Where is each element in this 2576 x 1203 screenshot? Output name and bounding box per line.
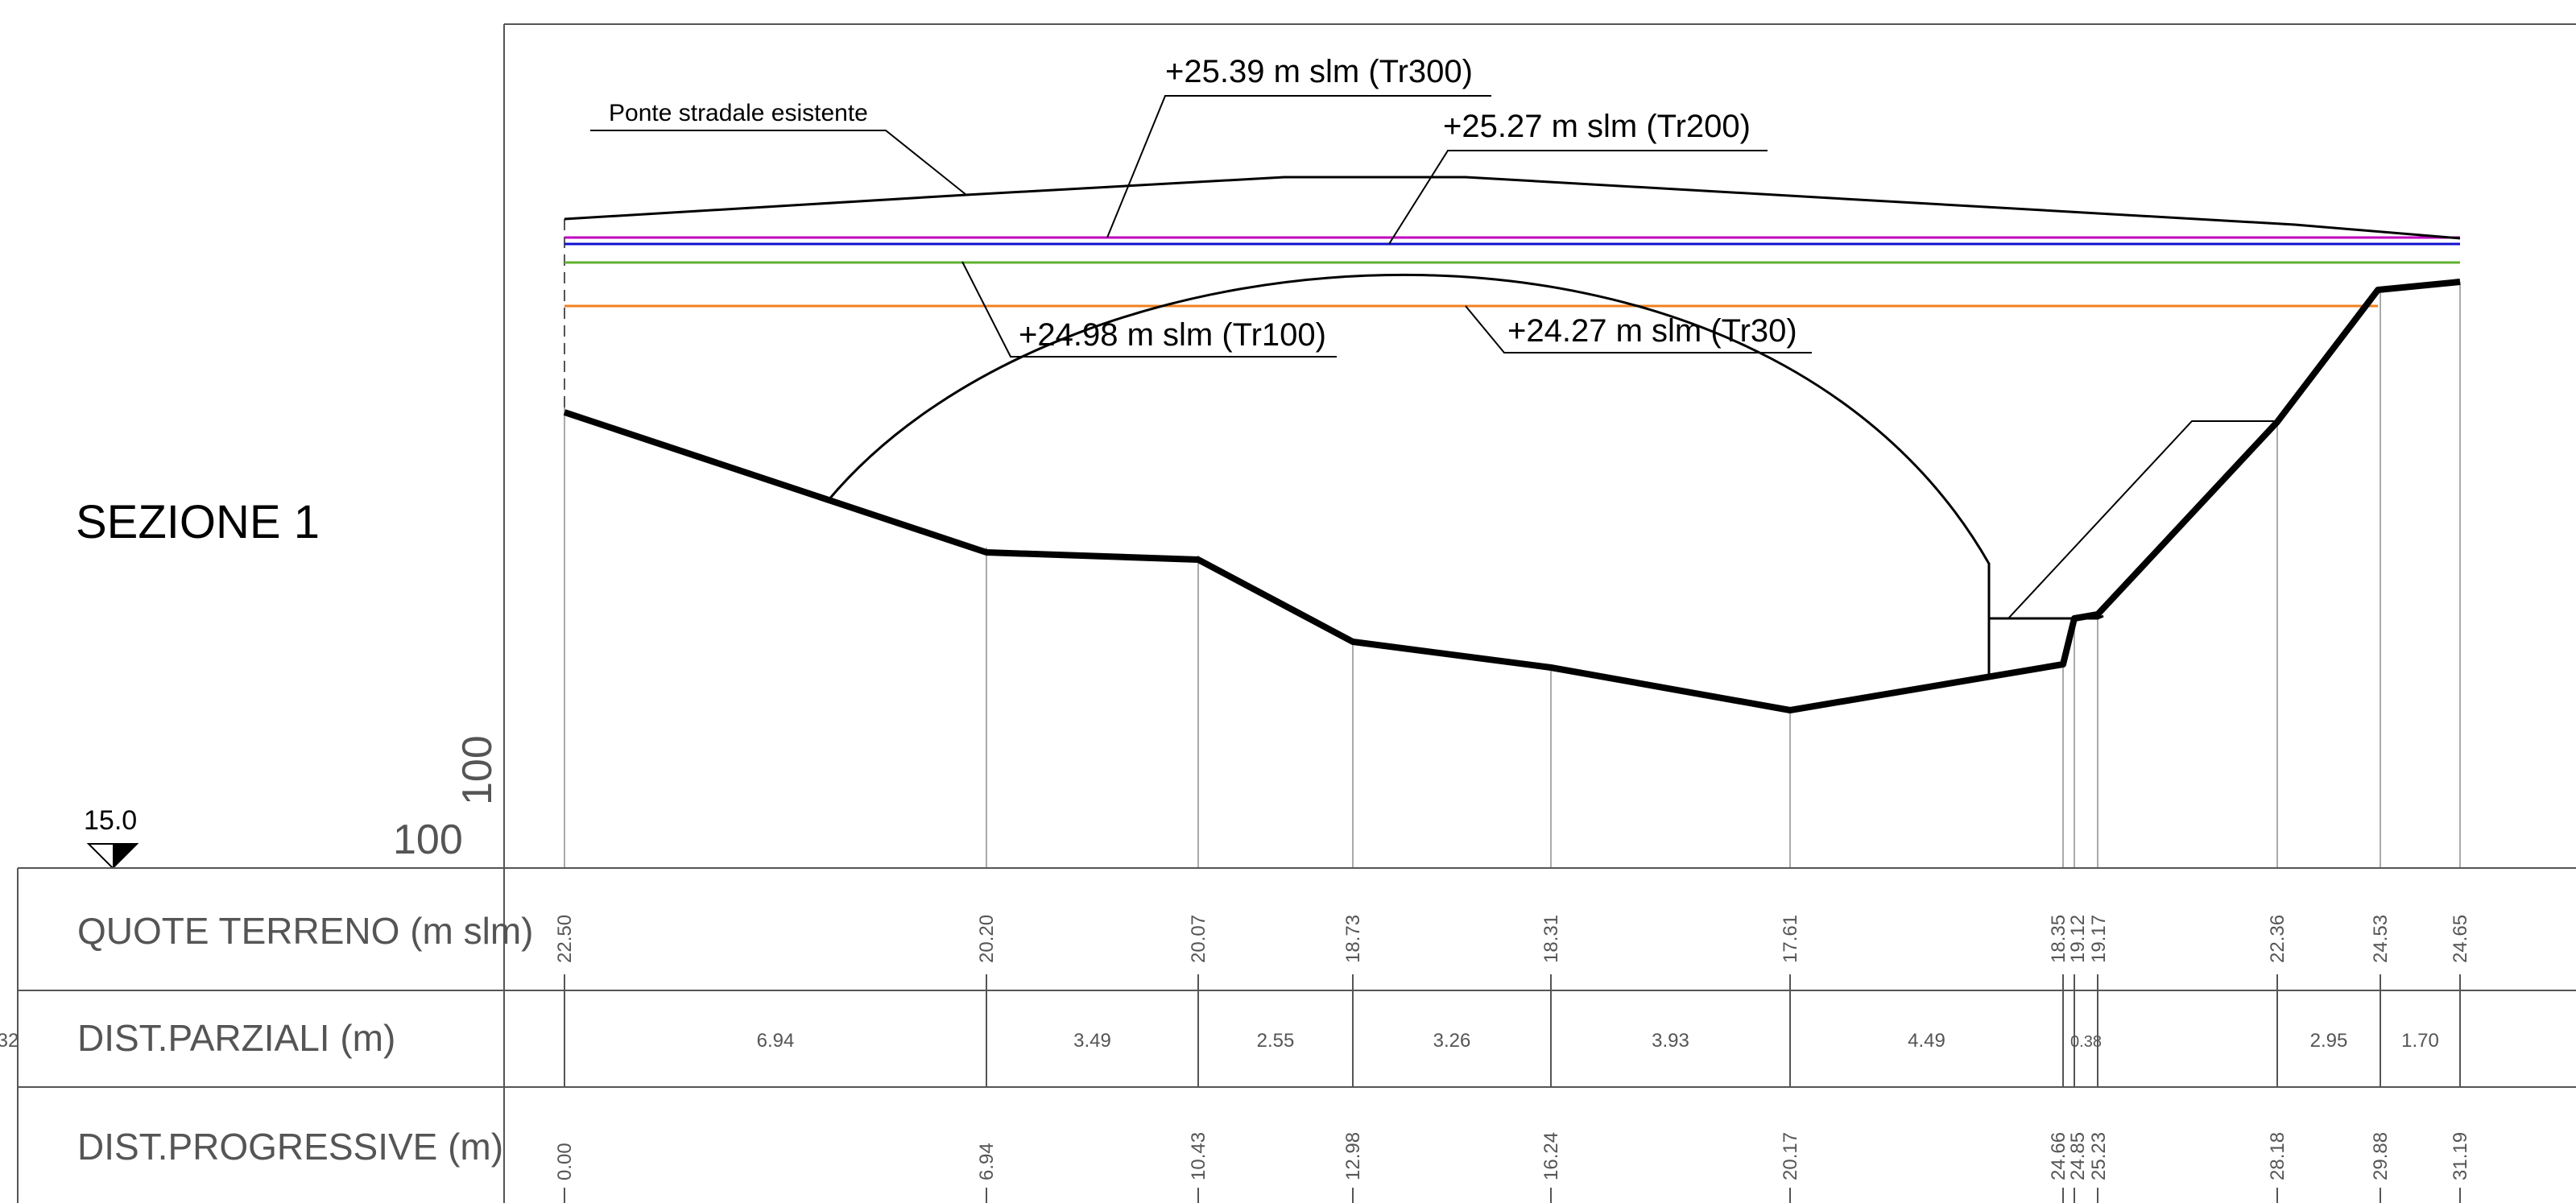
abutment-wing xyxy=(2007,420,2277,619)
terrain-profile xyxy=(563,279,2461,713)
row-label-quote: QUOTE TERRENO (m slm) xyxy=(77,910,533,952)
water-level-tr30-label: +24.27 m slm (Tr30) xyxy=(1507,313,1797,349)
datum-triangle-fill-icon xyxy=(113,844,137,868)
dist-progressive-value: 28.18 xyxy=(2267,1132,2289,1180)
quote-terreno-value: 17.61 xyxy=(1780,915,1801,963)
tr300-leader xyxy=(1106,95,1491,238)
dist-progressive-value: 0.00 xyxy=(554,1143,576,1180)
dist-progressive-value: 29.88 xyxy=(2370,1132,2392,1180)
tr200-leader xyxy=(1388,150,1768,245)
quote-terreno-value: 19.17 xyxy=(2088,915,2110,963)
dist-parziali-value: 6.94 xyxy=(757,1030,795,1052)
dist-progressive-value: 10.43 xyxy=(1188,1132,1209,1180)
quote-terreno-value: 24.65 xyxy=(2450,915,2471,963)
quote-terreno-value: 24.53 xyxy=(2370,915,2392,963)
dist-parziali-value: 1.32 xyxy=(0,1030,19,1052)
tr100-leader xyxy=(961,261,1337,358)
water-level-tr200-label: +25.27 m slm (Tr200) xyxy=(1443,109,1751,144)
vertical-scale-label: 100 xyxy=(454,735,501,805)
water-level-lines xyxy=(564,236,2460,308)
row-label-parziali: DIST.PARZIALI (m) xyxy=(77,1017,395,1059)
data-table: QUOTE TERRENO (m slm) DIST.PARZIALI (m) … xyxy=(0,867,2576,1203)
dist-progressive-value: 24.85 xyxy=(2067,1132,2089,1180)
tr30-leader xyxy=(1465,305,1812,353)
bridge-label-leader xyxy=(590,130,967,196)
quote-terreno-value: 20.20 xyxy=(976,915,998,963)
quote-terreno-value: 19.12 xyxy=(2067,915,2089,963)
dist-progressive-value: 16.24 xyxy=(1540,1132,1562,1180)
table-values: 22.50 20.20 20.07 18.73 18.31 17.61 18.3519.12… xyxy=(0,915,2471,1180)
quote-terreno-value: 18.73 xyxy=(1342,915,1364,963)
horizontal-scale-label: 100 xyxy=(393,816,463,863)
dist-parziali-value: 0.38 xyxy=(2070,1033,2102,1051)
datum-marker: 15.0 xyxy=(84,805,139,870)
table-ticks xyxy=(564,974,2461,1203)
station-lines xyxy=(564,282,2461,868)
dist-parziali-value: 3.26 xyxy=(1433,1030,1471,1052)
quote-terreno-value: 22.50 xyxy=(554,915,576,963)
dist-progressive-value: 20.17 xyxy=(1780,1132,1801,1180)
bridge-label: Ponte stradale esistente xyxy=(609,100,868,126)
quote-terreno-value: 18.35 xyxy=(2048,915,2069,963)
section-title: SEZIONE 1 xyxy=(76,496,320,548)
bridge-abutment xyxy=(1989,614,2104,620)
row-label-progressive: DIST.PROGRESSIVE (m) xyxy=(77,1126,503,1168)
dist-progressive-value: 12.98 xyxy=(1342,1132,1364,1180)
dist-progressive-value: 6.94 xyxy=(976,1143,998,1180)
bridge-arch xyxy=(826,274,1991,676)
datum-value: 15.0 xyxy=(84,805,137,836)
dist-progressive-value: 24.66 xyxy=(2048,1132,2069,1180)
quote-terreno-value: 22.36 xyxy=(2267,915,2289,963)
dist-parziali-value: 4.49 xyxy=(1908,1030,1945,1052)
table-grid xyxy=(17,867,2576,1203)
label-leaders xyxy=(590,95,1812,358)
water-level-tr100-label: +24.98 m slm (Tr100) xyxy=(1019,317,1326,353)
dist-parziali-value: 2.95 xyxy=(2310,1030,2348,1052)
water-level-tr300-label: +25.39 m slm (Tr300) xyxy=(1165,54,1473,89)
quote-terreno-value: 18.31 xyxy=(1540,915,1562,963)
dist-parziali-value: 2.55 xyxy=(1257,1030,1295,1052)
dist-progressive-value: 25.23 xyxy=(2088,1132,2110,1180)
drawing-frame xyxy=(503,23,2576,1203)
dist-parziali-value: 3.49 xyxy=(1073,1030,1111,1052)
bridge-deck xyxy=(564,176,2461,240)
dist-parziali-value: 3.93 xyxy=(1652,1030,1689,1052)
dist-parziali-value: 1.70 xyxy=(2401,1030,2439,1052)
dist-progressive-value: 31.19 xyxy=(2450,1132,2471,1180)
quote-terreno-value: 20.07 xyxy=(1188,915,1209,963)
